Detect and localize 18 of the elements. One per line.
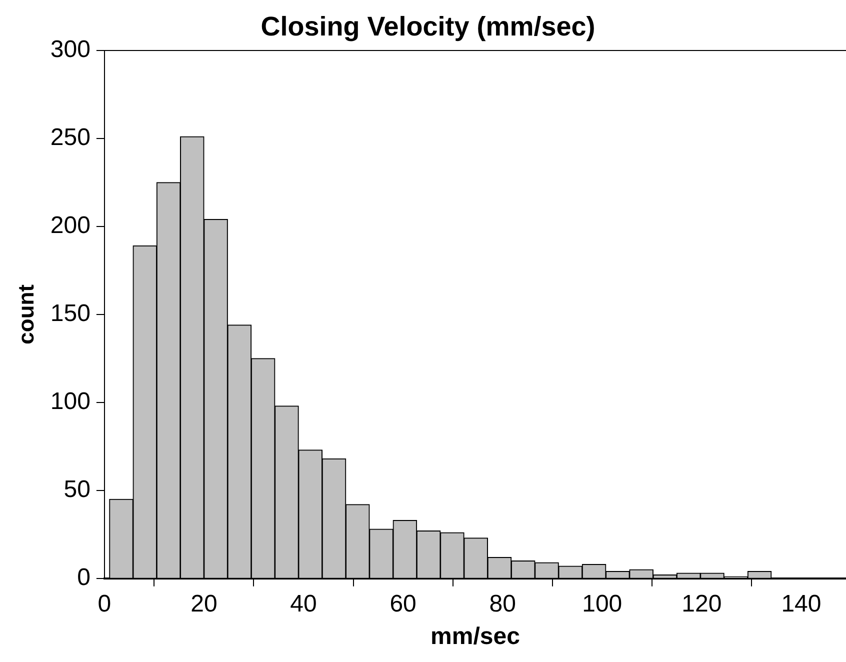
y-tick-label: 150 [50,300,90,328]
y-tick-label: 300 [50,36,90,64]
y-tick-label: 0 [77,564,90,592]
x-tick-label: 20 [190,590,218,618]
x-tick-label: 0 [98,590,112,618]
x-tick-label: 100 [582,590,622,618]
x-tick-label: 80 [489,590,516,618]
x-tick-label: 40 [290,590,317,618]
x-tick-label: 120 [682,590,722,618]
y-tick-label: 100 [50,388,90,416]
x-tick-label: 60 [390,590,416,618]
y-tick-label: 50 [64,476,90,504]
y-axis-title: count [13,284,38,344]
chart-title: Closing Velocity (mm/sec) [260,12,596,42]
y-tick-label: 250 [50,124,90,152]
x-axis-title: mm/sec [430,623,520,650]
y-tick-label: 200 [50,212,90,240]
x-tick-label: 140 [781,590,822,618]
